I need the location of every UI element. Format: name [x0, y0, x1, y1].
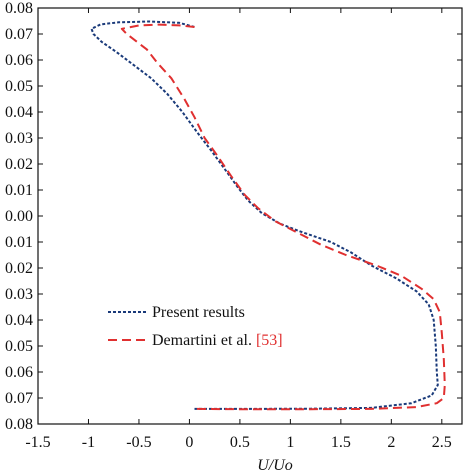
y-tick-label: 0.06: [5, 364, 33, 381]
y-tick-label: 0.02: [5, 156, 33, 173]
x-tick-label: 1: [286, 434, 294, 451]
y-axis: 0.08 0.07 0.06 0.05 0.04 0.03 0.02 0.01 0.00 0.01…: [5, 0, 462, 433]
y-tick-label: 0.02: [5, 260, 33, 277]
series-line-1: [90, 20, 439, 410]
x-tick-label: 1.5: [331, 434, 351, 451]
y-tick-label: 0.07: [5, 390, 33, 407]
y-tick-label: 0.00: [5, 208, 33, 225]
y-tick-label: 0.06: [5, 52, 33, 69]
x-tick-label: 0: [185, 434, 193, 451]
y-tick-label: 0.05: [5, 338, 33, 355]
y-tick-label: 0.01: [5, 182, 33, 199]
y-tick-label: 0.04: [5, 312, 33, 329]
y-tick-label: 0.07: [5, 26, 33, 43]
plot-border: [37, 7, 463, 425]
plot-frame: [37, 7, 463, 425]
x-tick-label: -1.5: [25, 434, 50, 451]
x-tick-label: 2.5: [432, 434, 452, 451]
legend-label-1: Present results: [152, 304, 245, 321]
y-tick-label: 0.03: [5, 130, 33, 147]
y-tick-label: 0.08: [5, 0, 33, 17]
y-tick-label: 0.08: [5, 416, 33, 433]
x-tick-label: 0.5: [230, 434, 250, 451]
series-line-2: [120, 23, 446, 411]
y-tick-label: 0.01: [5, 234, 33, 251]
y-tick-label: 0.04: [5, 104, 33, 121]
series-layer: [90, 20, 446, 411]
y-tick-label: 0.03: [5, 286, 33, 303]
legend: Present results Demartini et al. [53]: [108, 304, 283, 349]
x-axis-label: U/Uo: [257, 457, 293, 474]
x-tick-label: -0.5: [126, 434, 151, 451]
legend-label-2: Demartini et al. [53]: [152, 332, 283, 349]
x-tick-label: -1: [82, 434, 95, 451]
x-tick-label: 2: [387, 434, 395, 451]
x-axis: -1.5 -1 -0.5 0 0.5 1 1.5 2 2.5: [25, 8, 452, 451]
y-tick-label: 0.05: [5, 78, 33, 95]
